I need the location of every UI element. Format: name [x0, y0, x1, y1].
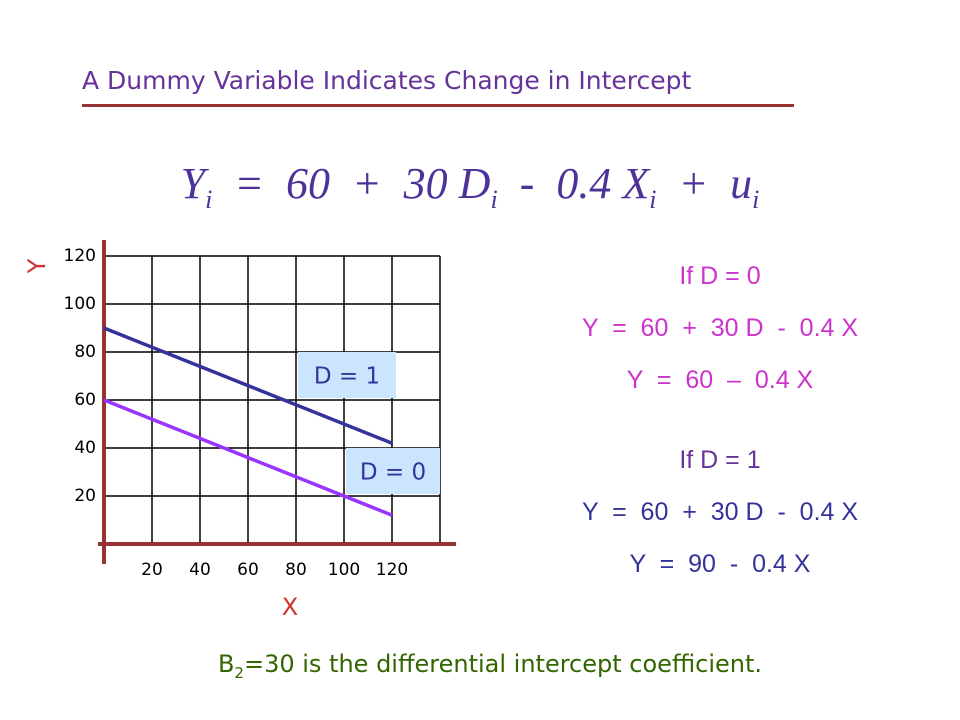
y-tick-label: 100 — [64, 294, 96, 314]
y-axis-label: Y — [23, 258, 51, 274]
y-tick-label: 40 — [74, 438, 96, 458]
x-tick-label: 20 — [141, 560, 163, 580]
equation-term: Y — [180, 159, 206, 208]
case-general: Y = 60 + 30 D - 0.4 X — [581, 498, 859, 526]
equation-subscript: i — [205, 184, 213, 214]
y-tick-label: 20 — [74, 486, 96, 506]
footer: B2=30 is the differential intercept coef… — [0, 650, 960, 682]
legend-label: D = 1 — [314, 364, 380, 390]
x-tick-label: 60 — [237, 560, 259, 580]
equation-subscript: i — [649, 184, 657, 214]
case-general: Y = 60 + 30 D - 0.4 X — [581, 314, 859, 342]
series-line — [103, 398, 393, 517]
y-tick-label: 60 — [74, 390, 96, 410]
equation-term: - 0.4 X — [497, 159, 650, 208]
equation-term: = 60 + 30 D — [212, 159, 491, 208]
footer-text: B — [217, 650, 235, 678]
y-tick-label: 120 — [64, 246, 96, 266]
x-axis-label: X — [282, 593, 298, 621]
case-result: Y = 90 - 0.4 X — [629, 550, 811, 578]
slide-title: A Dummy Variable Indicates Change in Int… — [82, 66, 692, 95]
y-tick-label: 80 — [74, 342, 96, 362]
legend-label: D = 0 — [360, 460, 426, 486]
x-tick-label: 100 — [328, 560, 360, 580]
footer-subscript: 2 — [234, 663, 244, 682]
series-line — [103, 326, 393, 445]
legend-box — [346, 448, 440, 494]
x-tick-label: 40 — [189, 560, 211, 580]
case-result: Y = 60 – 0.4 X — [626, 366, 814, 394]
equation: Yi = 60 + 30 Di - 0.4 Xi + ui — [0, 158, 940, 215]
equation-term: + u — [656, 159, 753, 208]
x-tick-label: 80 — [285, 560, 307, 580]
case-condition: If D = 1 — [679, 446, 761, 474]
legend-box — [298, 352, 396, 398]
case-condition: If D = 0 — [679, 262, 761, 290]
title-underline — [82, 104, 794, 107]
equation-subscript: i — [490, 184, 498, 214]
equation-subscript: i — [752, 184, 760, 214]
footer-text: =30 is the differential intercept coeffi… — [243, 650, 763, 678]
x-tick-label: 120 — [376, 560, 408, 580]
